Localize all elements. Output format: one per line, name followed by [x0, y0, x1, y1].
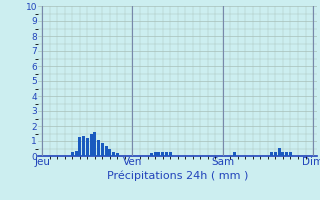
Bar [112, 152, 115, 156]
Bar [93, 132, 96, 156]
Bar [75, 151, 77, 156]
Bar [274, 152, 277, 156]
Bar [78, 137, 81, 156]
Bar [157, 152, 160, 156]
Bar [97, 140, 100, 156]
Bar [285, 152, 288, 156]
Bar [161, 152, 164, 156]
Bar [278, 148, 281, 156]
Bar [150, 153, 153, 156]
Bar [289, 152, 292, 156]
X-axis label: Précipitations 24h ( mm ): Précipitations 24h ( mm ) [107, 170, 248, 181]
Bar [233, 152, 236, 156]
Bar [108, 148, 111, 156]
Bar [116, 153, 119, 156]
Bar [71, 152, 74, 156]
Bar [169, 152, 172, 156]
Bar [165, 152, 168, 156]
Bar [82, 136, 85, 156]
Bar [90, 134, 92, 156]
Bar [101, 142, 104, 156]
Bar [105, 146, 108, 156]
Bar [281, 152, 284, 156]
Bar [270, 152, 273, 156]
Bar [154, 152, 156, 156]
Bar [86, 138, 89, 156]
